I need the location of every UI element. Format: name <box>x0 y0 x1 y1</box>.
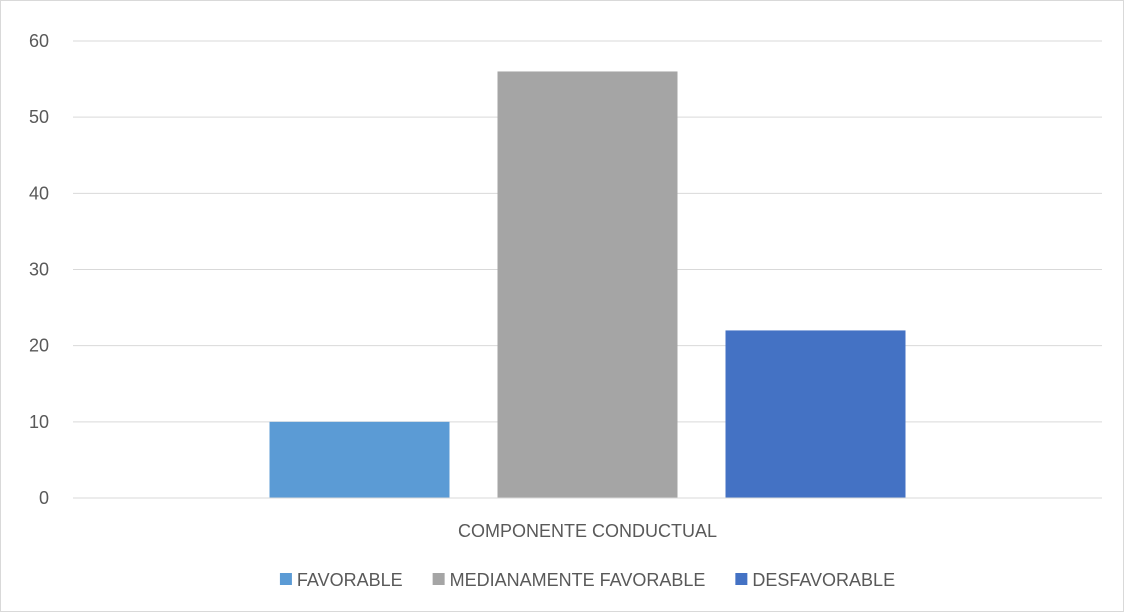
legend-swatch <box>279 573 292 585</box>
y-axis-tick-labels: 0 10 20 30 40 50 60 <box>29 31 49 508</box>
x-category-label: COMPONENTE CONDUCTUAL <box>458 521 717 541</box>
bar-medianamente-favorable <box>497 71 678 498</box>
x-axis-category-labels: COMPONENTE CONDUCTUAL <box>458 521 717 541</box>
y-tick-label: 30 <box>29 260 49 280</box>
bar-favorable <box>269 421 450 498</box>
legend-label: DESFAVORABLE <box>752 570 895 590</box>
legend-swatch <box>432 573 445 585</box>
legend-swatch <box>735 573 748 585</box>
legend-item-desfavorable: DESFAVORABLE <box>735 570 895 590</box>
bar-desfavorable <box>725 330 906 498</box>
y-tick-label: 60 <box>29 31 49 51</box>
legend-item-favorable: FAVORABLE <box>279 570 403 590</box>
legend-item-medianamente-favorable: MEDIANAMENTE FAVORABLE <box>432 570 706 590</box>
bars <box>269 71 906 498</box>
y-tick-label: 20 <box>29 336 49 356</box>
legend-label: MEDIANAMENTE FAVORABLE <box>450 570 706 590</box>
y-tick-label: 0 <box>39 488 49 508</box>
y-tick-label: 10 <box>29 412 49 432</box>
legend-label: FAVORABLE <box>297 570 403 590</box>
y-tick-label: 40 <box>29 183 49 203</box>
y-tick-label: 50 <box>29 107 49 127</box>
legend: FAVORABLE MEDIANAMENTE FAVORABLE DESFAVORA… <box>279 570 895 590</box>
